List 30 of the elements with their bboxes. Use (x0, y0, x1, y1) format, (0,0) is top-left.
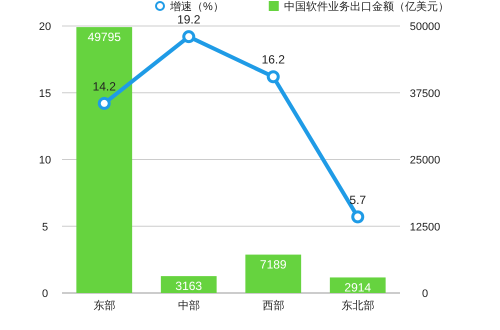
point (266, 70, 280, 84)
y-tick-label: 15 (38, 88, 52, 100)
data-label: 19.2 (177, 12, 201, 27)
y2-tick-label: 37500 (410, 88, 440, 100)
data-label: 2914 (344, 280, 372, 294)
data-label: 5.7 (349, 192, 366, 207)
data-label: 49795 (88, 30, 122, 44)
y-tick-label: 5 (42, 221, 48, 234)
y2-tick-label: 50000 (410, 21, 440, 33)
point (351, 210, 364, 224)
x-tick-label: 东部 (93, 299, 116, 312)
data-label: 16.2 (262, 52, 286, 67)
bar (245, 254, 302, 293)
y-tick-label: 20 (38, 21, 52, 33)
x-tick-label: 东北部 (341, 299, 374, 312)
data-label: 7189 (260, 258, 287, 272)
legend-label: 增速（%） (169, 0, 224, 13)
x-tick-label: 西部 (262, 299, 284, 312)
x-tick-label: 中部 (178, 299, 200, 312)
y-tick-label: 0 (42, 288, 48, 300)
point (98, 96, 111, 110)
point (182, 30, 196, 44)
bar (76, 27, 132, 293)
y-tick-label: 10 (38, 154, 52, 166)
y2-tick-label: 25000 (410, 154, 440, 166)
data-label: 14.2 (92, 79, 116, 94)
data-label: 3163 (175, 279, 202, 294)
legend-label: 中国软件业务出口金额（亿美元） (284, 0, 449, 13)
y2-tick-label: 12500 (410, 221, 440, 234)
y2-tick-label: 0 (422, 288, 428, 300)
